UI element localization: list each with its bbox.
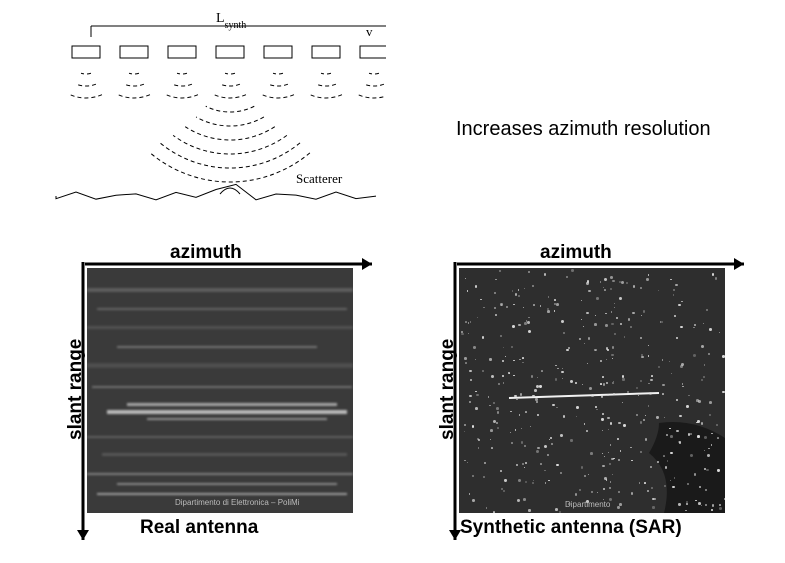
sar-image [459,268,725,513]
left-credit-text: Dipartimento di Elettronica – PoliMi [175,498,300,507]
svg-text:Scatterer: Scatterer [296,171,343,186]
diagram-svg: Lsynth v Scatterer [36,8,386,218]
right-panel-caption: Synthetic antenna (SAR) [460,517,682,539]
real-antenna-image [87,268,353,513]
synthetic-aperture-diagram: Lsynth v Scatterer [36,8,386,218]
main-caption: Increases azimuth resolution [456,118,711,141]
svg-text:Lsynth: Lsynth [216,11,246,31]
left-panel-caption: Real antenna [140,517,258,539]
svg-text:v: v [366,24,373,39]
right-credit-text: Dipartimento [565,500,610,509]
